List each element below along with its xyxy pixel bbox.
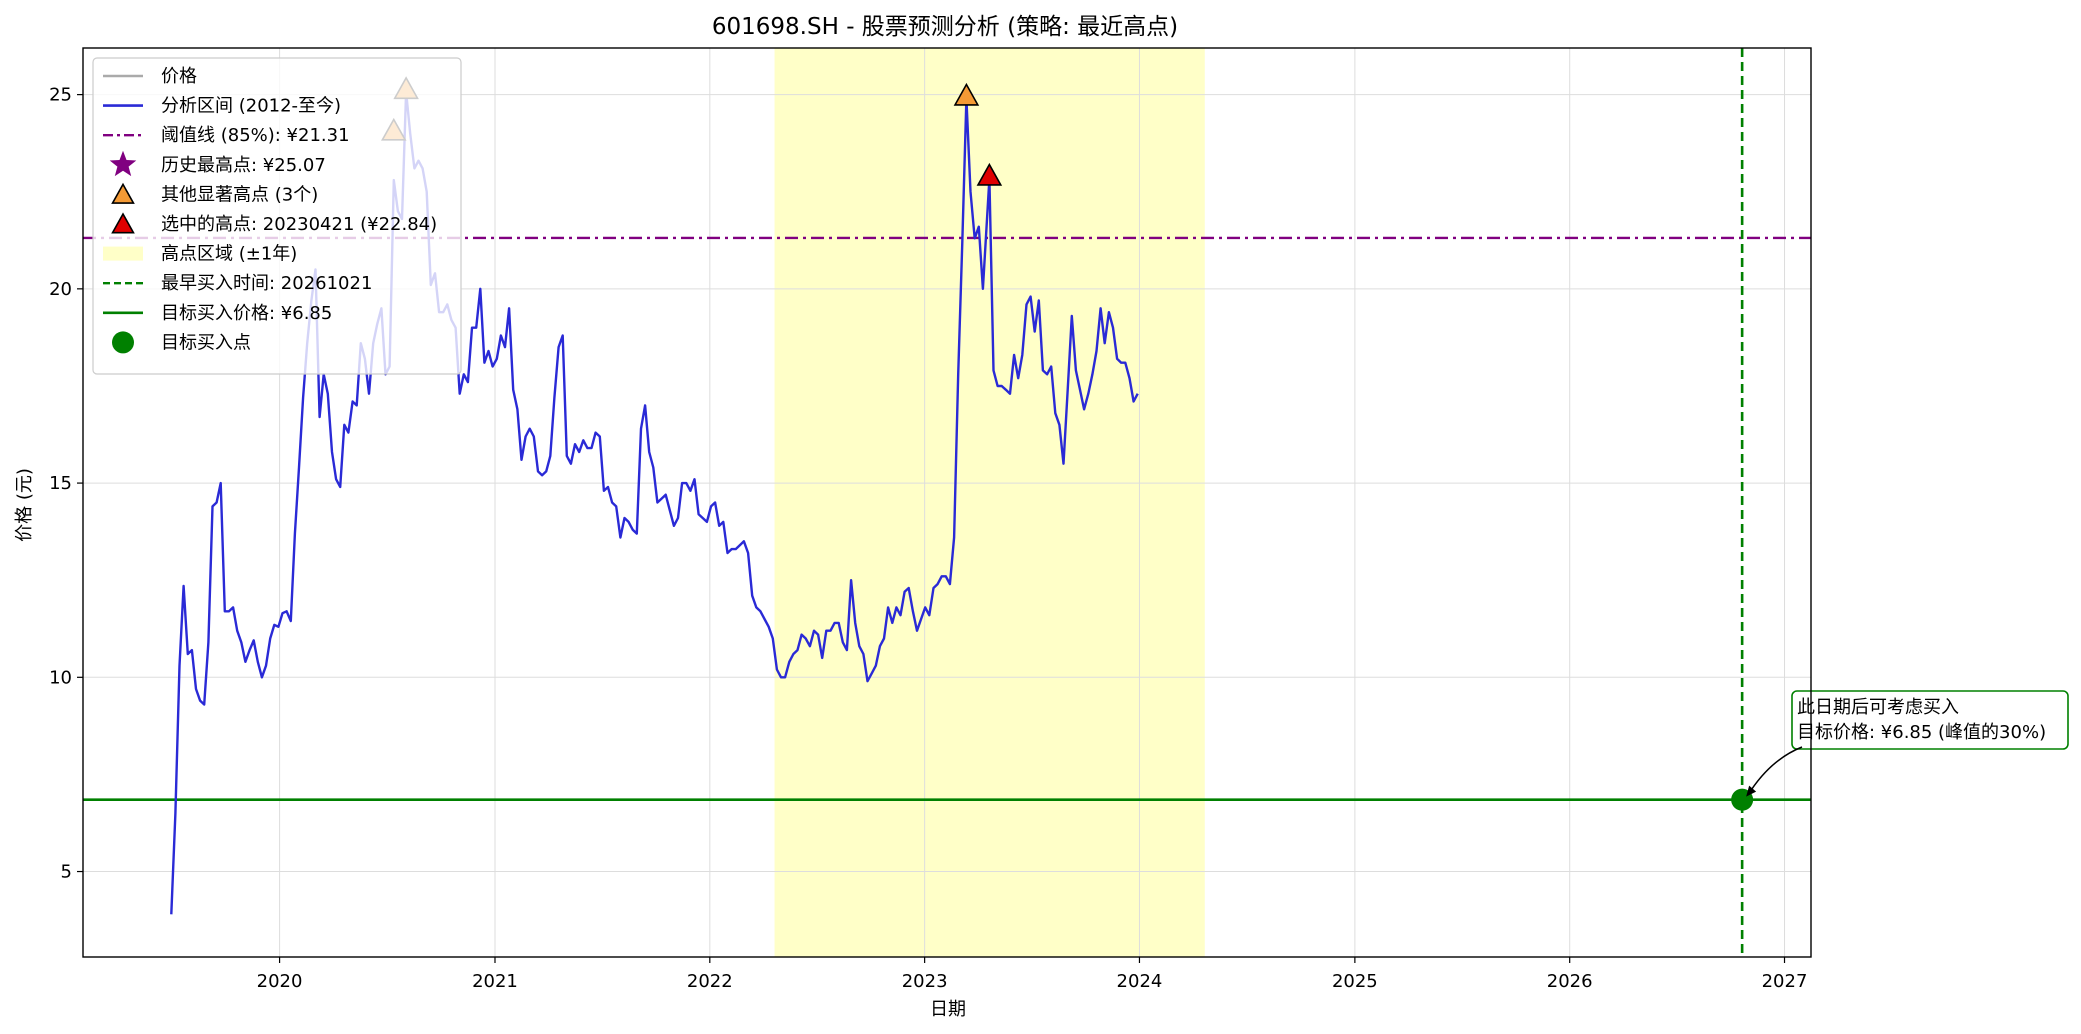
x-tick-label: 2022 (687, 971, 733, 992)
annotation-text: 此日期后可考虑买入 (1797, 697, 1959, 718)
legend-item: 目标买入点 (112, 331, 251, 354)
legend-swatch (103, 246, 143, 261)
legend-label: 阈值线 (85%): ¥21.31 (161, 125, 350, 146)
legend-item: 目标买入价格: ¥6.85 (103, 303, 332, 324)
x-tick-label: 2027 (1762, 971, 1808, 992)
legend-label: 价格 (161, 66, 197, 87)
legend-label: 高点区域 (±1年) (161, 244, 297, 265)
legend-item: 选中的高点: 20230421 (¥22.84) (111, 212, 437, 235)
legend-item: 高点区域 (±1年) (103, 244, 297, 265)
legend-item: 分析区间 (2012-至今) (103, 96, 341, 117)
x-tick-label: 2021 (472, 971, 518, 992)
annotation-arrow (1747, 746, 1803, 796)
y-tick-label: 10 (49, 667, 72, 688)
legend-item: 历史最高点: ¥25.07 (109, 150, 326, 177)
selected-peak-marker (976, 162, 1003, 186)
legend-swatch (111, 182, 135, 204)
price-series-line (170, 90, 1139, 915)
legend-label: 最早买入时间: 20261021 (161, 273, 372, 294)
chart-title: 601698.SH - 股票预测分析 (策略: 最近高点) (712, 14, 1178, 40)
plot-frame (82, 47, 1812, 958)
annotation-box (1791, 690, 2069, 750)
legend-item: 其他显著高点 (3个) (111, 182, 318, 205)
legend-label: 分析区间 (2012-至今) (161, 96, 341, 117)
legend-item: 阈值线 (85%): ¥21.31 (103, 125, 350, 146)
legend-label: 历史最高点: ¥25.07 (161, 155, 326, 176)
x-tick-label: 2023 (902, 971, 948, 992)
legend-swatch (111, 212, 135, 234)
legend-swatch (109, 150, 137, 177)
x-tick-label: 2025 (1332, 971, 1378, 992)
legend-box (92, 57, 462, 375)
annotation-text: 目标价格: ¥6.85 (峰值的30%) (1797, 722, 2046, 743)
x-axis-title: 日期 (930, 999, 966, 1020)
x-tick-label: 2024 (1117, 971, 1163, 992)
other-peak-marker (953, 82, 980, 106)
legend-label: 选中的高点: 20230421 (¥22.84) (161, 214, 437, 235)
y-tick-label: 20 (49, 279, 72, 300)
x-tick-label: 2020 (257, 971, 303, 992)
legend-label: 目标买入价格: ¥6.85 (161, 303, 332, 324)
legend-label: 其他显著高点 (3个) (161, 184, 318, 205)
annotation-arrowhead (1746, 785, 1757, 797)
legend-swatch (112, 331, 134, 354)
legend-item: 最早买入时间: 20261021 (103, 273, 372, 294)
legend-label: 目标买入点 (161, 332, 251, 353)
x-tick-label: 2026 (1547, 971, 1593, 992)
legend-item: 价格 (103, 66, 197, 87)
y-tick-label: 5 (61, 862, 72, 883)
y-tick-label: 25 (49, 85, 72, 106)
y-axis-title: 价格 (元) (14, 468, 35, 542)
y-tick-label: 15 (49, 473, 72, 494)
